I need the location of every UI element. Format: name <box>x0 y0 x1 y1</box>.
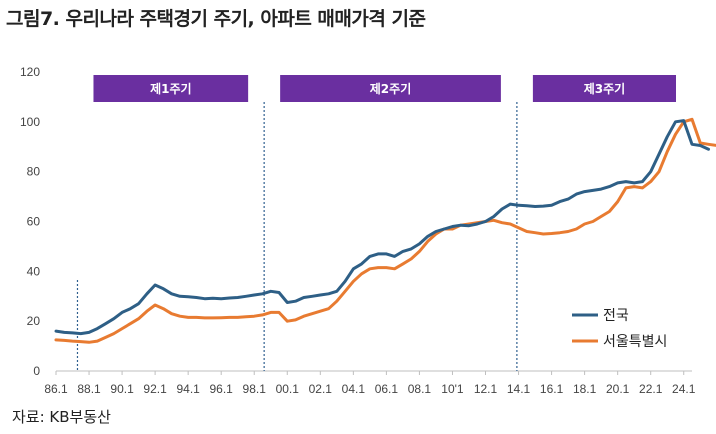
x-tick-label: 92.1 <box>143 382 167 396</box>
cycle-label: 제3주기 <box>584 81 625 96</box>
cycle-band <box>532 75 676 102</box>
series-line <box>54 119 710 336</box>
x-tick-label: 14.1 <box>507 382 531 396</box>
y-tick-label: 80 <box>27 165 41 179</box>
x-tick-label: 94.1 <box>176 382 200 396</box>
cycle-label: 제1주기 <box>150 81 191 96</box>
x-tick-label: 08.1 <box>408 382 432 396</box>
x-tick-label: 24.1 <box>672 382 696 396</box>
x-tick-label: 10'1 <box>441 382 464 396</box>
x-tick-label: 88.1 <box>77 382 101 396</box>
x-tick-label: 06.1 <box>375 382 399 396</box>
x-tick-label: 86.1 <box>44 382 68 396</box>
x-tick-label: 98.1 <box>243 382 267 396</box>
x-tick-label: 22.1 <box>639 382 663 396</box>
source-note: 자료: KB부동산 <box>12 408 111 426</box>
y-tick-label: 60 <box>27 215 41 229</box>
legend-label: 전국 <box>603 308 629 324</box>
x-tick-label: 20.1 <box>606 382 630 396</box>
x-tick-label: 18.1 <box>573 382 597 396</box>
y-tick-label: 40 <box>27 264 41 278</box>
x-tick-label: 16.1 <box>540 382 564 396</box>
legend-label: 서울특별시 <box>603 334 667 350</box>
chart-title: 그림7. 우리나라 주택경기 주기, 아파트 매매가격 기준 <box>6 8 426 30</box>
x-tick-label: 00.1 <box>276 382 300 396</box>
cycle-band <box>280 75 501 102</box>
series-lines <box>54 117 716 344</box>
y-tick-label: 0 <box>33 364 40 378</box>
x-tick-label: 90.1 <box>110 382 134 396</box>
x-tick-label: 02.1 <box>309 382 333 396</box>
cycle-bands: 제1주기 제2주기 제3주기 <box>76 75 676 371</box>
x-tick-label: 12.1 <box>474 382 498 396</box>
y-tick-label: 120 <box>20 65 40 79</box>
chart-axes: 0 20 40 60 80 100 120 86.1 88.1 90.1 92.1 94.1 96.1 9… <box>20 65 696 396</box>
x-tick-label: 04.1 <box>342 382 366 396</box>
series-line <box>54 117 716 344</box>
cycle-label: 제2주기 <box>370 81 411 96</box>
y-tick-label: 20 <box>27 314 41 328</box>
y-tick-label: 100 <box>20 115 40 129</box>
cycle-band <box>93 75 249 102</box>
x-tick-label: 96.1 <box>210 382 234 396</box>
